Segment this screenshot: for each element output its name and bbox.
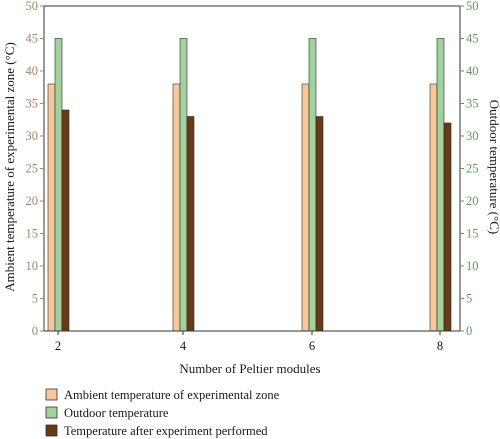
y-axis-title-left: Ambient temperature of experimental zone… [2,42,17,292]
y-tick-label-right: 40 [466,64,479,78]
x-tick-label: 8 [437,339,443,353]
y-tick-label-right: 20 [466,194,479,208]
bar-after-2 [61,109,70,332]
legend: Ambient temperature of experimental zone… [45,388,280,438]
x-tick-label: 6 [309,339,315,353]
plot-frame [43,5,461,332]
y-tick-label-left: 5 [32,292,38,306]
y-tick-label-left: 0 [32,324,38,338]
legend-item-after: Temperature after experiment performed [45,424,268,438]
bar-ambient-2 [47,83,56,332]
bars-layer [47,38,452,332]
y-tick-label-right: 15 [466,227,479,241]
y-tick-label-left: 35 [26,97,39,111]
y-tick-label-left: 25 [26,162,39,176]
legend-item-ambient: Ambient temperature of experimental zone [45,388,280,402]
legend-swatch-outdoor [45,406,58,419]
y-tick-label-right: 10 [466,259,479,273]
y-tick-label-right: 30 [466,129,479,143]
bar-outdoor-6 [308,38,317,332]
y-tick-label-left: 15 [26,227,39,241]
legend-label-after: Temperature after experiment performed [64,424,268,438]
y-tick-label-left: 20 [26,194,39,208]
y-tick-label-left: 50 [26,0,39,13]
bar-outdoor-2 [54,38,63,332]
y-tick-label-left: 10 [26,259,39,273]
y-axis-title-right: Outdoor temperature (°C) [487,100,500,234]
y-tick-label-right: 50 [466,0,479,13]
x-axis-title: Number of Peltier modules [179,361,320,376]
y-tick-label-left: 45 [26,32,39,46]
legend-label-ambient: Ambient temperature of experimental zone [64,388,280,402]
x-tick-label: 2 [55,339,61,353]
legend-swatch-after [45,424,58,437]
bar-after-4 [186,116,195,332]
x-tick-label: 4 [180,339,187,353]
y-tick-label-right: 5 [466,292,472,306]
y-tick-label-right: 45 [466,32,479,46]
ticks-layer: 0 0 5 5 10 10 15 15 20 20 25 25 30 30 35 35 40 40 45 45 50 50… [26,0,479,353]
y-tick-label-left: 40 [26,64,39,78]
bar-ambient-6 [301,83,310,332]
legend-swatch-ambient [45,388,58,401]
legend-label-outdoor: Outdoor temperature [64,406,169,420]
bar-after-8 [443,122,452,332]
y-tick-label-right: 35 [466,97,479,111]
bar-outdoor-4 [179,38,188,332]
bar-ambient-8 [429,83,438,332]
bar-ambient-4 [172,83,181,332]
bar-after-6 [315,116,324,332]
y-tick-label-right: 0 [466,324,472,338]
y-tick-label-right: 25 [466,162,479,176]
y-tick-label-left: 30 [26,129,39,143]
legend-item-outdoor: Outdoor temperature [45,406,169,420]
bar-outdoor-8 [436,38,445,332]
